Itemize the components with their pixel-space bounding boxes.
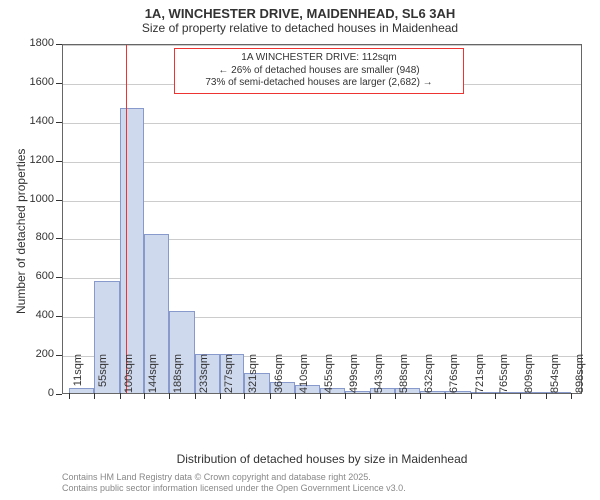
x-tick [370, 393, 371, 399]
annotation-box: 1A WINCHESTER DRIVE: 112sqm← 26% of deta… [174, 48, 464, 94]
y-gridline [63, 45, 581, 46]
x-tick-label: 632sqm [423, 354, 435, 404]
x-tick [220, 393, 221, 399]
y-tick [56, 83, 62, 84]
y-tick-label: 800 [14, 231, 54, 243]
x-tick-label: 765sqm [498, 354, 510, 404]
x-tick [320, 393, 321, 399]
footer-line-1: Contains HM Land Registry data © Crown c… [62, 472, 406, 483]
x-tick [295, 393, 296, 399]
y-tick-label: 1600 [14, 76, 54, 88]
x-tick [546, 393, 547, 399]
x-tick-label: 455sqm [323, 354, 335, 404]
x-tick [571, 393, 572, 399]
y-tick-label: 1400 [14, 115, 54, 127]
footer-attribution: Contains HM Land Registry data © Crown c… [62, 472, 406, 495]
annotation-line-1: ← 26% of detached houses are smaller (94… [181, 65, 457, 78]
x-tick-label: 144sqm [147, 354, 159, 404]
plot-area [62, 44, 582, 394]
chart-root: 1A, WINCHESTER DRIVE, MAIDENHEAD, SL6 3A… [0, 0, 600, 500]
x-tick [345, 393, 346, 399]
x-tick [420, 393, 421, 399]
y-tick-label: 200 [14, 348, 54, 360]
y-tick [56, 355, 62, 356]
x-tick-label: 854sqm [549, 354, 561, 404]
x-tick [69, 393, 70, 399]
x-tick-label: 809sqm [523, 354, 535, 404]
x-axis-label: Distribution of detached houses by size … [62, 452, 582, 466]
y-tick-label: 1800 [14, 37, 54, 49]
y-tick [56, 238, 62, 239]
x-tick-label: 277sqm [223, 354, 235, 404]
x-tick [520, 393, 521, 399]
y-tick-label: 1000 [14, 193, 54, 205]
x-tick-label: 55sqm [97, 354, 109, 404]
y-tick-label: 400 [14, 309, 54, 321]
x-tick [471, 393, 472, 399]
annotation-line-0: 1A WINCHESTER DRIVE: 112sqm [181, 52, 457, 65]
y-tick-label: 0 [14, 387, 54, 399]
x-tick [395, 393, 396, 399]
x-tick-label: 188sqm [172, 354, 184, 404]
x-tick-label: 11sqm [72, 354, 84, 404]
y-tick-label: 1200 [14, 154, 54, 166]
x-tick [94, 393, 95, 399]
x-tick-label: 366sqm [273, 354, 285, 404]
x-tick-label: 898sqm [574, 354, 586, 404]
x-tick [445, 393, 446, 399]
x-tick-label: 721sqm [474, 354, 486, 404]
x-tick-label: 321sqm [247, 354, 259, 404]
x-tick-label: 100sqm [123, 354, 135, 404]
y-tick [56, 200, 62, 201]
histogram-bar [120, 108, 145, 393]
x-tick-label: 410sqm [298, 354, 310, 404]
property-marker-line [126, 45, 127, 393]
y-tick [56, 316, 62, 317]
x-tick [144, 393, 145, 399]
x-tick-label: 676sqm [448, 354, 460, 404]
x-tick-label: 499sqm [348, 354, 360, 404]
x-tick [169, 393, 170, 399]
x-tick [120, 393, 121, 399]
y-tick [56, 161, 62, 162]
x-tick-label: 588sqm [398, 354, 410, 404]
x-tick [495, 393, 496, 399]
chart-title-sub: Size of property relative to detached ho… [0, 21, 600, 35]
y-tick [56, 394, 62, 395]
x-tick-label: 233sqm [198, 354, 210, 404]
x-tick [270, 393, 271, 399]
y-tick [56, 44, 62, 45]
y-tick [56, 122, 62, 123]
chart-title-main: 1A, WINCHESTER DRIVE, MAIDENHEAD, SL6 3A… [0, 0, 600, 21]
x-tick-label: 543sqm [373, 354, 385, 404]
y-tick-label: 600 [14, 270, 54, 282]
x-tick [244, 393, 245, 399]
annotation-line-2: 73% of semi-detached houses are larger (… [181, 77, 457, 90]
footer-line-2: Contains public sector information licen… [62, 483, 406, 494]
x-tick [195, 393, 196, 399]
y-tick [56, 277, 62, 278]
